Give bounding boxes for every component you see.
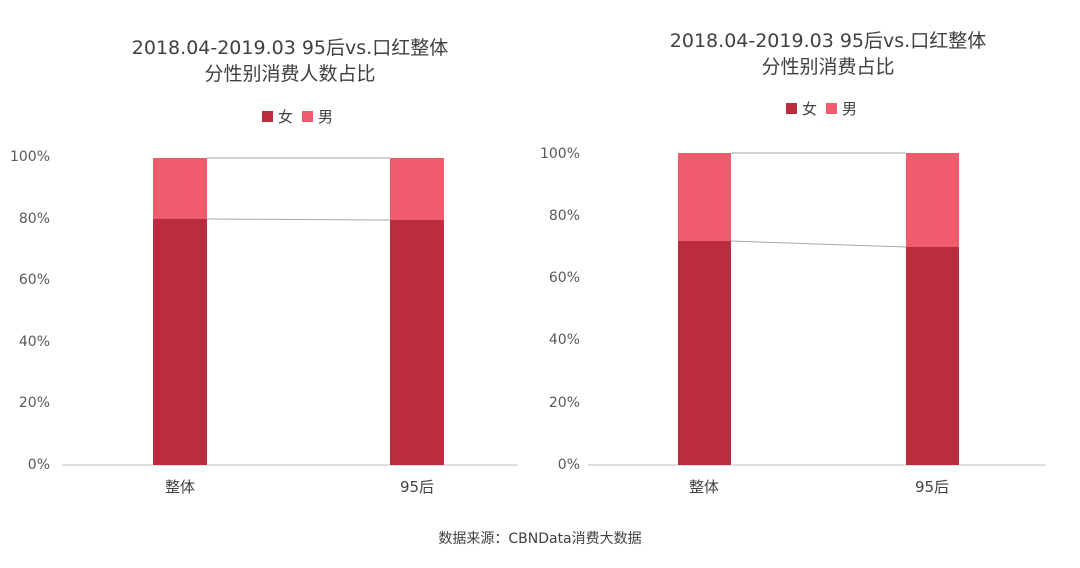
chart-1-ytick-20: 20%: [19, 395, 50, 411]
chart-1-bar-overall-female: [153, 219, 207, 465]
chart-1-y-ticks: 0% 20% 40% 60% 80% 100%: [10, 149, 50, 473]
chart-1-legend: 女 男: [262, 108, 333, 126]
chart-2-ytick-80: 80%: [549, 208, 580, 224]
chart-1-xlabel-overall: 整体: [165, 478, 195, 496]
chart-1-bar-overall-male: [153, 158, 207, 219]
charts-canvas: 2018.04-2019.03 95后vs.口红整体 分性别消费人数占比 女 男…: [10, 30, 1046, 496]
chart-2-ytick-60: 60%: [549, 270, 580, 286]
chart-2-ytick-20: 20%: [549, 395, 580, 411]
chart-2-bar-overall-male: [678, 153, 731, 241]
chart-1-legend-female-label: 女: [278, 108, 293, 126]
chart-1-legend-male-swatch: [302, 111, 313, 122]
chart-2-bar-overall-female: [678, 241, 731, 465]
chart-2-xlabel-overall: 整体: [689, 478, 719, 496]
chart-1-connector-female: [206, 218, 391, 221]
chart-2-y-ticks: 0% 20% 40% 60% 80% 100%: [540, 146, 580, 473]
chart-2-legend-male-label: 男: [842, 100, 857, 118]
chart-2-connector-female: [730, 240, 907, 248]
chart-1-title-line-2: 分性别消费人数占比: [204, 63, 375, 85]
chart-2-xlabel-95: 95后: [915, 478, 949, 496]
chart-2-legend-male-swatch: [826, 103, 837, 114]
chart-1-bar-95-female: [390, 220, 444, 465]
chart-2-legend-female-label: 女: [802, 100, 817, 118]
chart-2-bar-95-male: [906, 153, 959, 247]
chart-2-title-line-1: 2018.04-2019.03 95后vs.口红整体: [670, 30, 986, 52]
chart-1-title-line-1: 2018.04-2019.03 95后vs.口红整体: [132, 37, 448, 59]
chart-2-legend-female-swatch: [786, 103, 797, 114]
chart-1-ytick-60: 60%: [19, 272, 50, 288]
data-source-note: 数据来源：CBNData消费大数据: [438, 531, 642, 547]
chart-2: 2018.04-2019.03 95后vs.口红整体 分性别消费占比 女 男 0…: [540, 30, 1046, 496]
chart-2-ytick-40: 40%: [549, 332, 580, 348]
chart-1-xlabel-95: 95后: [400, 478, 434, 496]
chart-2-ytick-0: 0%: [558, 457, 580, 473]
chart-1-bar-95-male: [390, 158, 444, 220]
chart-2-bar-95-female: [906, 247, 959, 465]
chart-2-title-line-2: 分性别消费占比: [761, 56, 894, 78]
chart-1-ytick-80: 80%: [19, 211, 50, 227]
chart-1-ytick-100: 100%: [10, 149, 50, 165]
chart-2-ytick-100: 100%: [540, 146, 580, 162]
chart-1-legend-female-swatch: [262, 111, 273, 122]
chart-1-ytick-0: 0%: [28, 457, 50, 473]
chart-2-legend: 女 男: [786, 100, 857, 118]
chart-1-legend-male-label: 男: [318, 108, 333, 126]
chart-1-ytick-40: 40%: [19, 334, 50, 350]
chart-1: 2018.04-2019.03 95后vs.口红整体 分性别消费人数占比 女 男…: [10, 37, 518, 496]
